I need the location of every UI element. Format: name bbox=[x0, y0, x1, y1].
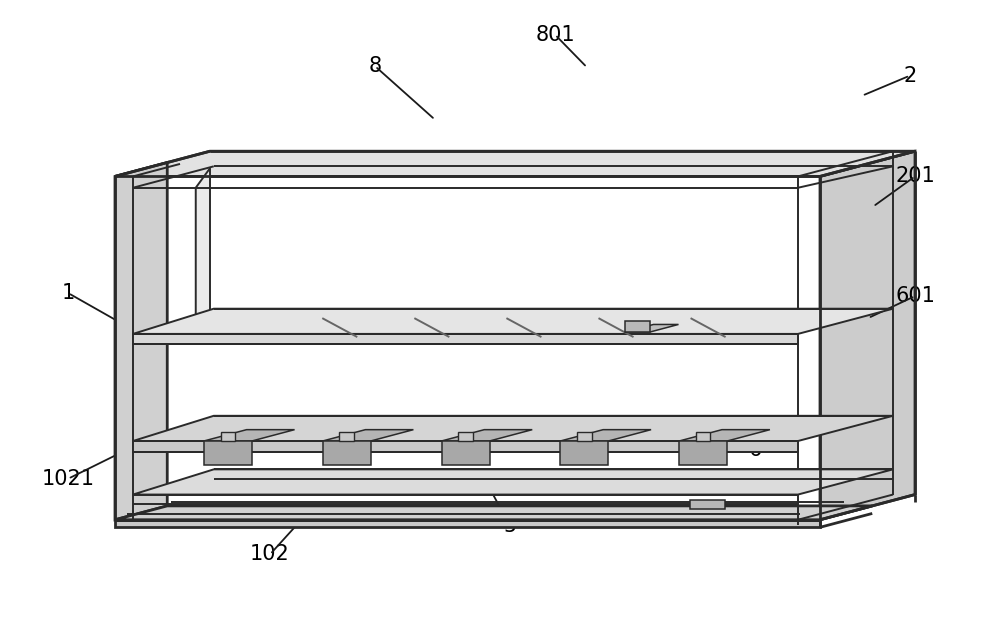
Polygon shape bbox=[115, 506, 872, 520]
Polygon shape bbox=[115, 520, 820, 527]
Polygon shape bbox=[204, 441, 252, 465]
Polygon shape bbox=[115, 163, 167, 520]
Polygon shape bbox=[133, 334, 798, 344]
Polygon shape bbox=[196, 168, 210, 334]
Text: 2: 2 bbox=[903, 66, 917, 86]
Polygon shape bbox=[458, 432, 473, 441]
Polygon shape bbox=[133, 309, 893, 334]
Polygon shape bbox=[625, 321, 650, 332]
Text: 1021: 1021 bbox=[42, 469, 94, 489]
Polygon shape bbox=[221, 432, 235, 441]
Polygon shape bbox=[133, 416, 893, 441]
Polygon shape bbox=[820, 151, 915, 520]
Polygon shape bbox=[115, 151, 915, 176]
Polygon shape bbox=[442, 441, 490, 465]
Polygon shape bbox=[323, 430, 413, 441]
Text: 201: 201 bbox=[895, 166, 935, 186]
Text: 601: 601 bbox=[895, 286, 935, 306]
Text: 8: 8 bbox=[368, 56, 382, 76]
Polygon shape bbox=[690, 500, 725, 509]
Text: 801: 801 bbox=[535, 25, 575, 45]
Polygon shape bbox=[696, 432, 710, 441]
Polygon shape bbox=[560, 430, 651, 441]
Polygon shape bbox=[679, 441, 727, 465]
Text: 6: 6 bbox=[748, 440, 762, 461]
Text: 1: 1 bbox=[61, 283, 75, 303]
Polygon shape bbox=[133, 441, 798, 452]
Polygon shape bbox=[560, 441, 608, 465]
Text: 102: 102 bbox=[250, 544, 290, 564]
Polygon shape bbox=[679, 430, 770, 441]
Text: 5: 5 bbox=[503, 516, 517, 536]
Polygon shape bbox=[339, 432, 354, 441]
Polygon shape bbox=[442, 430, 532, 441]
Polygon shape bbox=[204, 430, 295, 441]
Polygon shape bbox=[133, 469, 893, 495]
Polygon shape bbox=[625, 324, 678, 332]
Polygon shape bbox=[323, 441, 371, 465]
Polygon shape bbox=[577, 432, 592, 441]
